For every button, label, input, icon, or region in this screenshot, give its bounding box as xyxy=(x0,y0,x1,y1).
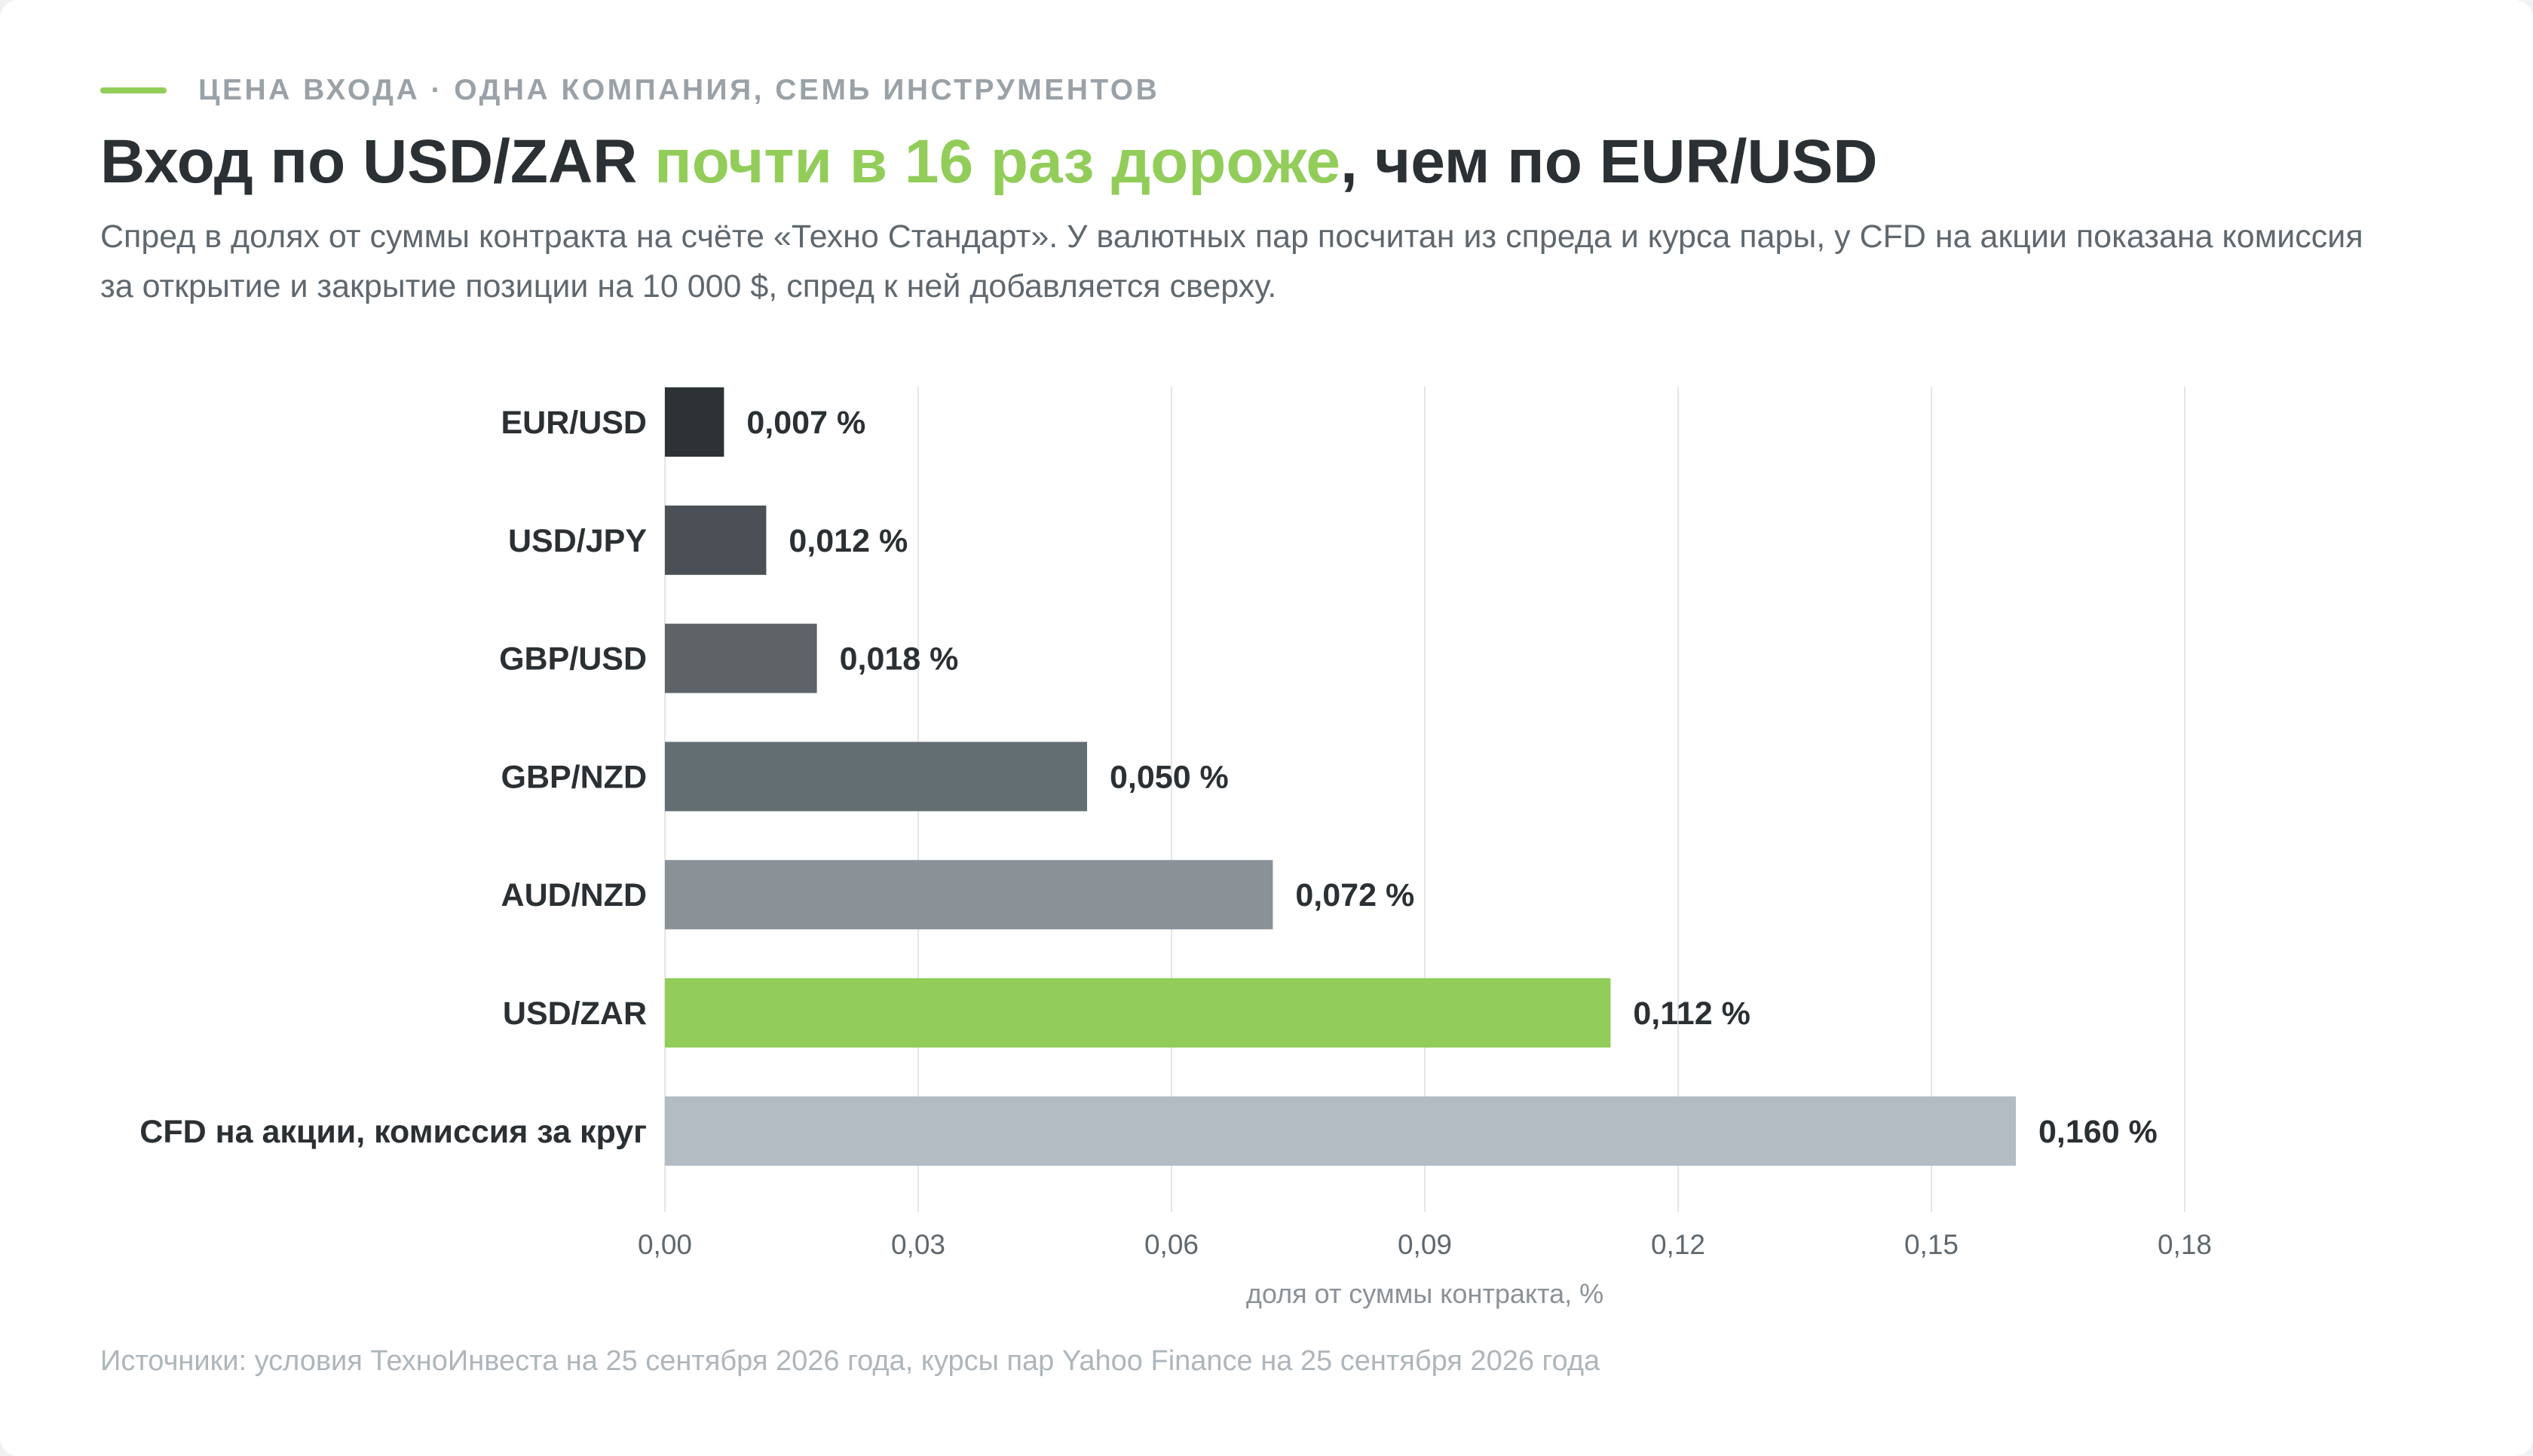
title-part-1: Вход по USD/ZAR xyxy=(100,127,655,196)
category-label: AUD/NZD xyxy=(501,877,647,913)
data-label: 0,050 % xyxy=(1110,759,1229,795)
x-tick-label: 0,15 xyxy=(1904,1229,1959,1260)
category-label: USD/ZAR xyxy=(503,996,647,1032)
x-tick-label: 0,06 xyxy=(1144,1229,1199,1260)
data-label: 0,112 % xyxy=(1633,996,1750,1032)
x-tick-label: 0,18 xyxy=(2158,1229,2212,1260)
title-highlight: почти в 16 раз дороже xyxy=(654,127,1341,196)
bar xyxy=(665,742,1087,812)
bar xyxy=(665,1096,2016,1166)
title-part-2: , чем по EUR/USD xyxy=(1340,127,1878,196)
category-label: GBP/USD xyxy=(499,641,647,678)
data-label: 0,007 % xyxy=(746,405,865,441)
bar xyxy=(665,387,724,457)
x-axis-label: доля от суммы контракта, % xyxy=(1246,1278,1603,1309)
source-note: Источники: условия ТехноИнвеста на 25 се… xyxy=(100,1345,1600,1377)
x-tick-label: 0,00 xyxy=(638,1229,692,1260)
bar xyxy=(665,505,767,575)
x-tick-label: 0,09 xyxy=(1398,1229,1452,1260)
bar xyxy=(665,978,1611,1048)
eyebrow-label: ЦЕНА ВХОДА · ОДНА КОМПАНИЯ, СЕМЬ ИНСТРУМ… xyxy=(198,74,1160,106)
eyebrow-accent-bar xyxy=(100,87,167,93)
chart-subtitle: Спред в долях от суммы контракта на счёт… xyxy=(100,219,2363,304)
eyebrow: ЦЕНА ВХОДА · ОДНА КОМПАНИЯ, СЕМЬ ИНСТРУМ… xyxy=(100,74,1159,107)
x-tick-label: 0,03 xyxy=(891,1229,945,1260)
data-label: 0,018 % xyxy=(840,641,959,678)
bar-chart: 0,00 0,03 0,06 0,09 0,12 0,15 0,18 EUR/USD 0,007… xyxy=(139,387,2212,1309)
bars xyxy=(665,387,2016,1166)
x-tick-label: 0,12 xyxy=(1651,1229,1705,1260)
data-label: 0,160 % xyxy=(2038,1114,2158,1150)
data-label: 0,072 % xyxy=(1295,877,1414,913)
category-label: EUR/USD xyxy=(501,405,647,441)
gridlines xyxy=(664,387,2185,1212)
category-label: USD/JPY xyxy=(508,523,647,559)
labels: 0,00 0,03 0,06 0,09 0,12 0,15 0,18 EUR/USD 0,007… xyxy=(139,405,2212,1260)
chart-title: Вход по USD/ZAR почти в 16 раз дороже, ч… xyxy=(100,127,1878,197)
bar xyxy=(665,623,817,693)
category-label: GBP/NZD xyxy=(501,759,648,795)
bar xyxy=(665,860,1273,930)
category-label: CFD на акции, комиссия за круг xyxy=(139,1114,647,1150)
data-label: 0,012 % xyxy=(789,523,908,559)
